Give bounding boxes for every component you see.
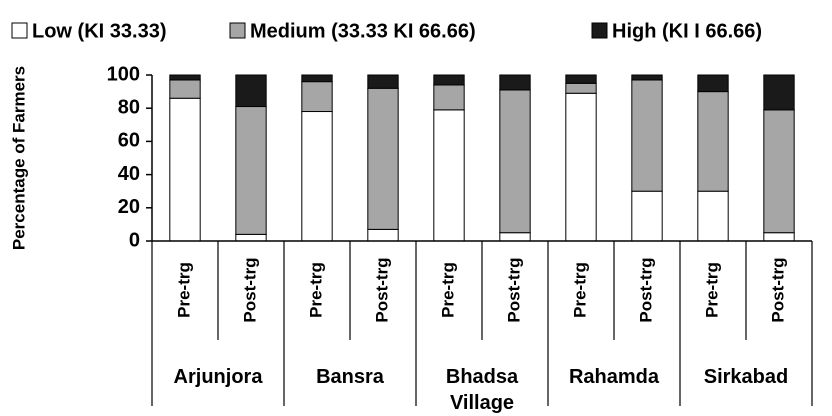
group-label: Bansra — [316, 366, 384, 388]
bar-segment — [235, 106, 267, 235]
bar-segment — [697, 190, 729, 242]
y-tick-label: 0 — [129, 229, 140, 251]
legend-swatch — [591, 22, 608, 39]
bar-segment — [631, 79, 663, 192]
legend-label: Low (KI 33.33) — [32, 20, 166, 42]
bar-segment — [235, 74, 267, 108]
x-tick-label: Pre-trg — [570, 262, 589, 318]
bar-segment — [763, 74, 795, 111]
bar-segment — [433, 109, 465, 242]
x-tick-label: Post-trg — [636, 257, 655, 322]
bar-segment — [235, 233, 267, 242]
group-label: Rahamda — [568, 366, 660, 388]
bar-segment — [763, 109, 795, 234]
y-tick-label: 80 — [118, 96, 140, 118]
group-label: Bhadsa Village — [445, 366, 519, 414]
y-tick-label: 60 — [118, 130, 140, 152]
x-tick-label: Pre-trg — [306, 262, 325, 318]
bar-segment — [367, 228, 399, 242]
group-label: Arjunjora — [173, 366, 263, 388]
bar-segment — [169, 97, 201, 242]
x-tick-label: Pre-trg — [174, 262, 193, 318]
bar-segment — [565, 74, 597, 84]
bar-segment — [565, 92, 597, 242]
bar-segment — [301, 111, 333, 242]
y-tick-label: 100 — [107, 63, 140, 85]
bar-segment — [499, 74, 531, 91]
bar-segment — [433, 84, 465, 111]
legend-label: High (KI I 66.66) — [612, 20, 762, 42]
bar-segment — [169, 79, 201, 99]
x-tick-label: Post-trg — [768, 257, 787, 322]
bar-segment — [631, 190, 663, 242]
bar-segment — [499, 89, 531, 234]
legend-swatch — [229, 22, 246, 39]
x-tick-label: Pre-trg — [702, 262, 721, 318]
bar-segment — [631, 74, 663, 81]
group-label: Sirkabad — [703, 366, 789, 388]
x-tick-label: Post-trg — [240, 257, 259, 322]
y-tick-label: 20 — [118, 196, 140, 218]
bar-segment — [499, 232, 531, 242]
legend-swatch — [11, 22, 28, 39]
bar-segment — [697, 74, 729, 93]
bar-segment — [301, 81, 333, 113]
bar-segment — [433, 74, 465, 86]
x-tick-label: Post-trg — [504, 257, 523, 322]
x-tick-label: Post-trg — [372, 257, 391, 322]
y-tick-label: 40 — [118, 163, 140, 185]
legend-label: Medium (33.33 KI 66.66) — [250, 20, 476, 42]
y-axis-label: Percentage of Farmers — [9, 66, 28, 250]
x-tick-label: Pre-trg — [438, 262, 457, 318]
bar-segment — [763, 232, 795, 242]
bar-segment — [367, 74, 399, 89]
bar-segment — [301, 74, 333, 83]
bar-segment — [367, 87, 399, 230]
bar-segment — [169, 74, 201, 81]
bar-segment — [697, 91, 729, 192]
bar-segment — [565, 82, 597, 94]
